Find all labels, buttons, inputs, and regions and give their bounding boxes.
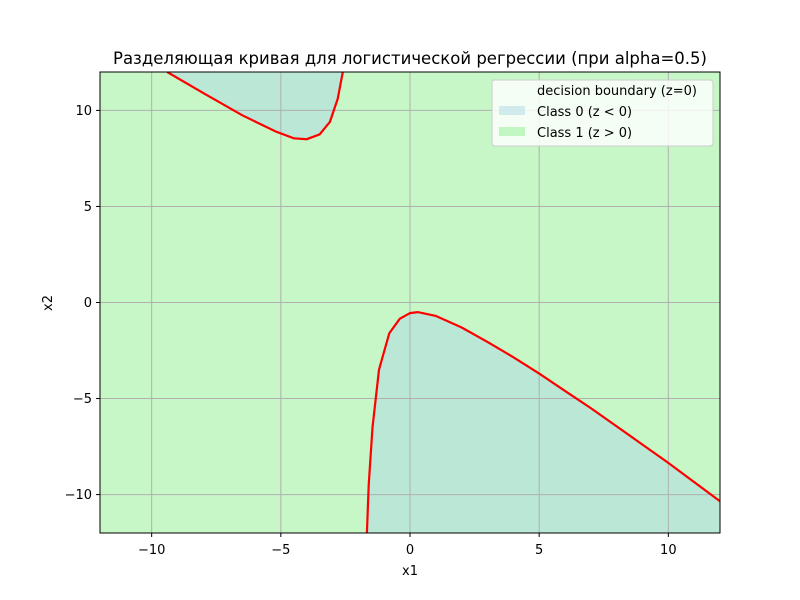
- x-tick-label: 0: [406, 543, 414, 558]
- legend-label-class1: Class 1 (z > 0): [537, 126, 632, 141]
- x-tick-label: 5: [535, 543, 543, 558]
- chart-title: Разделяющая кривая для логистической рег…: [113, 49, 707, 68]
- x-tick-label: 10: [660, 543, 677, 558]
- class0-region-bottom: [366, 312, 720, 533]
- legend-box: [491, 79, 714, 147]
- y-axis-label: x2: [41, 295, 56, 311]
- legend: decision boundary (z=0) Class 0 (z < 0) …: [491, 79, 714, 147]
- y-tick-label: −10: [65, 488, 92, 503]
- class0-region-top: [167, 72, 343, 140]
- y-axis-ticks: −10 −5 0 5 10: [65, 104, 100, 503]
- y-tick-label: 5: [84, 200, 92, 215]
- x-tick-label: −10: [138, 543, 165, 558]
- legend-swatch-class1: [499, 127, 525, 136]
- x-tick-label: −5: [271, 543, 290, 558]
- y-tick-label: 0: [84, 296, 92, 311]
- legend-swatch-class0: [499, 106, 525, 115]
- grid: [100, 72, 720, 533]
- x-axis-label: x1: [402, 564, 418, 579]
- y-tick-label: 10: [75, 104, 92, 119]
- legend-label-class0: Class 0 (z < 0): [537, 105, 632, 120]
- plot-area: [99, 71, 721, 534]
- y-tick-label: −5: [73, 392, 92, 407]
- decision-boundary-upper: [166, 72, 344, 141]
- decision-boundary-lower: [365, 310, 720, 533]
- legend-label-boundary: decision boundary (z=0): [537, 84, 697, 99]
- x-axis-ticks: −10 −5 0 5 10: [138, 533, 677, 558]
